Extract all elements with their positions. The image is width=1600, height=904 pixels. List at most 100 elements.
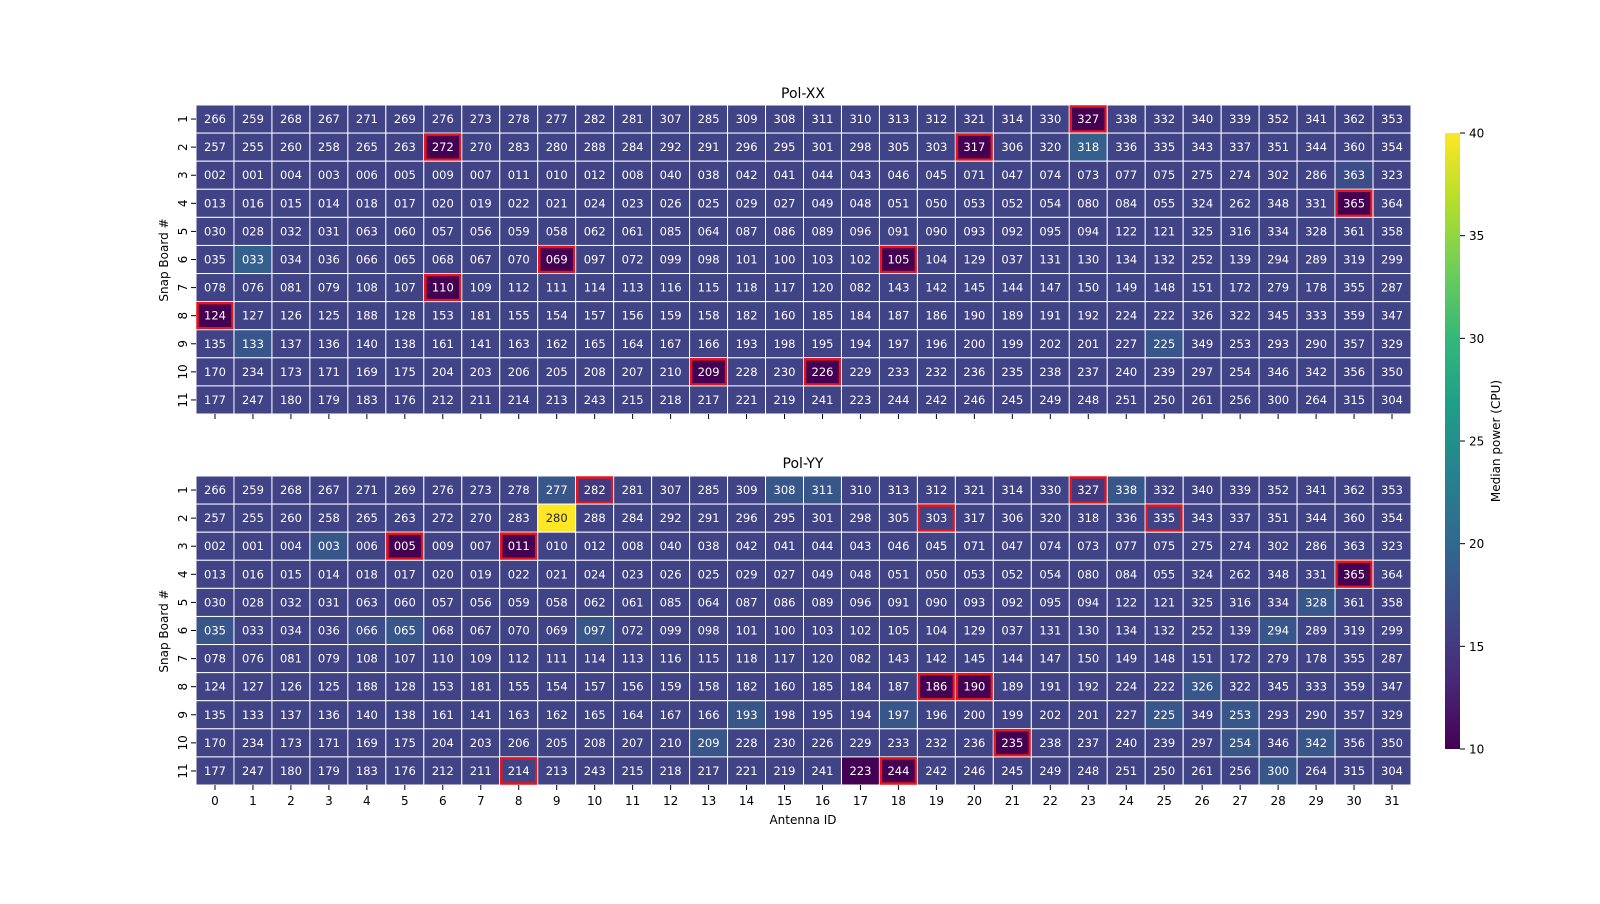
cell-label: 284 bbox=[622, 511, 644, 525]
cell-label: 096 bbox=[849, 224, 871, 238]
cell-label: 165 bbox=[584, 708, 606, 722]
y-tick-label: 4 bbox=[176, 199, 190, 207]
cell-label: 139 bbox=[1229, 253, 1251, 267]
heatmap-cell bbox=[537, 728, 577, 758]
cell-label: 192 bbox=[1077, 680, 1099, 694]
cell-label: 093 bbox=[963, 224, 985, 238]
cell-label: 275 bbox=[1191, 539, 1213, 553]
cell-label: 074 bbox=[1039, 168, 1061, 182]
x-tick-label: 11 bbox=[625, 794, 640, 808]
cell-label: 179 bbox=[318, 764, 340, 778]
cell-label: 073 bbox=[1077, 539, 1099, 553]
cell-label: 194 bbox=[849, 708, 871, 722]
cell-label: 080 bbox=[1077, 196, 1099, 210]
cell-label: 052 bbox=[1001, 567, 1023, 581]
heatmap-cell bbox=[461, 104, 501, 134]
heatmap-cell bbox=[689, 385, 729, 415]
cell-label: 256 bbox=[1229, 764, 1251, 778]
highlight-box bbox=[1335, 189, 1373, 218]
heatmap-cell bbox=[803, 104, 842, 134]
cell-label: 221 bbox=[736, 764, 758, 778]
cell-label: 306 bbox=[1001, 140, 1023, 154]
highlight-box bbox=[1069, 476, 1107, 504]
cell-label: 238 bbox=[1039, 365, 1061, 379]
cell-label: 162 bbox=[546, 708, 568, 722]
cell-label: 226 bbox=[812, 736, 834, 750]
cell-label: 218 bbox=[660, 393, 682, 407]
cell-label: 354 bbox=[1381, 140, 1403, 154]
heatmap-cell bbox=[1030, 273, 1070, 303]
cell-label: 071 bbox=[963, 539, 985, 553]
heatmap-cell bbox=[1220, 587, 1260, 617]
cell-label: 309 bbox=[736, 112, 758, 126]
cell-label: 242 bbox=[925, 393, 947, 407]
cell-label: 297 bbox=[1191, 736, 1213, 750]
cell-label: 359 bbox=[1343, 680, 1365, 694]
cell-label: 153 bbox=[432, 309, 454, 323]
x-tick-label: 26 bbox=[1195, 794, 1210, 808]
heatmap-cell bbox=[1106, 615, 1146, 646]
heatmap-cell bbox=[195, 756, 235, 786]
cell-label: 060 bbox=[394, 595, 416, 609]
cell-label: 234 bbox=[242, 365, 264, 379]
cell-label: 031 bbox=[318, 595, 340, 609]
cell-label: 053 bbox=[963, 567, 985, 581]
cell-label: 094 bbox=[1077, 224, 1099, 238]
cell-label: 177 bbox=[204, 393, 226, 407]
cell-label: 250 bbox=[1153, 764, 1175, 778]
x-tick-label: 8 bbox=[515, 794, 523, 808]
pol-yy-heatmap: 266 259 268 267 271 269 276 273 278 277 282 281 307 2… bbox=[195, 475, 1412, 786]
cell-label: 210 bbox=[660, 736, 682, 750]
cell-label: 045 bbox=[925, 168, 947, 182]
cell-label: 193 bbox=[736, 337, 758, 351]
cell-label: 239 bbox=[1153, 736, 1175, 750]
cell-label: 159 bbox=[660, 309, 682, 323]
cell-label: 253 bbox=[1229, 337, 1251, 351]
cell-label: 363 bbox=[1343, 539, 1365, 553]
cell-label: 133 bbox=[242, 337, 264, 351]
cell-label: 094 bbox=[1077, 595, 1099, 609]
heatmap-cell bbox=[1030, 644, 1070, 674]
cell-label: 302 bbox=[1267, 168, 1289, 182]
cell-label: 180 bbox=[280, 393, 302, 407]
x-tick-label: 16 bbox=[815, 794, 830, 808]
cell-label: 095 bbox=[1039, 595, 1061, 609]
heatmap-cell bbox=[1068, 216, 1108, 246]
y-tick-label: 6 bbox=[176, 256, 190, 264]
cell-label: 021 bbox=[546, 196, 568, 210]
cell-label: 065 bbox=[394, 624, 416, 638]
cell-label: 358 bbox=[1381, 595, 1403, 609]
heatmap-cell bbox=[1372, 385, 1412, 415]
cell-label: 181 bbox=[470, 309, 492, 323]
cell-label: 044 bbox=[812, 539, 834, 553]
cell-label: 150 bbox=[1077, 281, 1099, 295]
colorbar-tick-label: 35 bbox=[1469, 229, 1484, 243]
cell-label: 348 bbox=[1267, 567, 1289, 581]
heatmap-cell bbox=[423, 700, 463, 730]
cell-label: 016 bbox=[242, 567, 264, 581]
heatmap-cell bbox=[1296, 301, 1336, 331]
heatmap-cell bbox=[765, 644, 804, 674]
cell-label: 243 bbox=[584, 764, 606, 778]
cell-label: 263 bbox=[394, 140, 416, 154]
heatmap-cell bbox=[727, 615, 767, 646]
heatmap-cell bbox=[613, 559, 653, 589]
cell-label: 127 bbox=[242, 309, 264, 323]
heatmap-cell bbox=[651, 756, 691, 786]
heatmap-cell bbox=[1220, 301, 1260, 331]
cell-label: 246 bbox=[963, 764, 985, 778]
x-tick-label: 23 bbox=[1081, 794, 1096, 808]
cell-label: 204 bbox=[432, 365, 454, 379]
cell-label: 210 bbox=[660, 365, 682, 379]
cell-label: 250 bbox=[1153, 393, 1175, 407]
cell-label: 154 bbox=[546, 309, 568, 323]
heatmap-cell bbox=[613, 756, 653, 786]
cell-label: 324 bbox=[1191, 567, 1213, 581]
highlight-box bbox=[500, 757, 538, 785]
cell-label: 163 bbox=[508, 337, 530, 351]
cell-label: 066 bbox=[356, 624, 378, 638]
cell-label: 140 bbox=[356, 337, 378, 351]
cell-label: 089 bbox=[812, 595, 834, 609]
cell-label: 079 bbox=[318, 652, 340, 666]
heatmap-cell bbox=[537, 160, 577, 190]
